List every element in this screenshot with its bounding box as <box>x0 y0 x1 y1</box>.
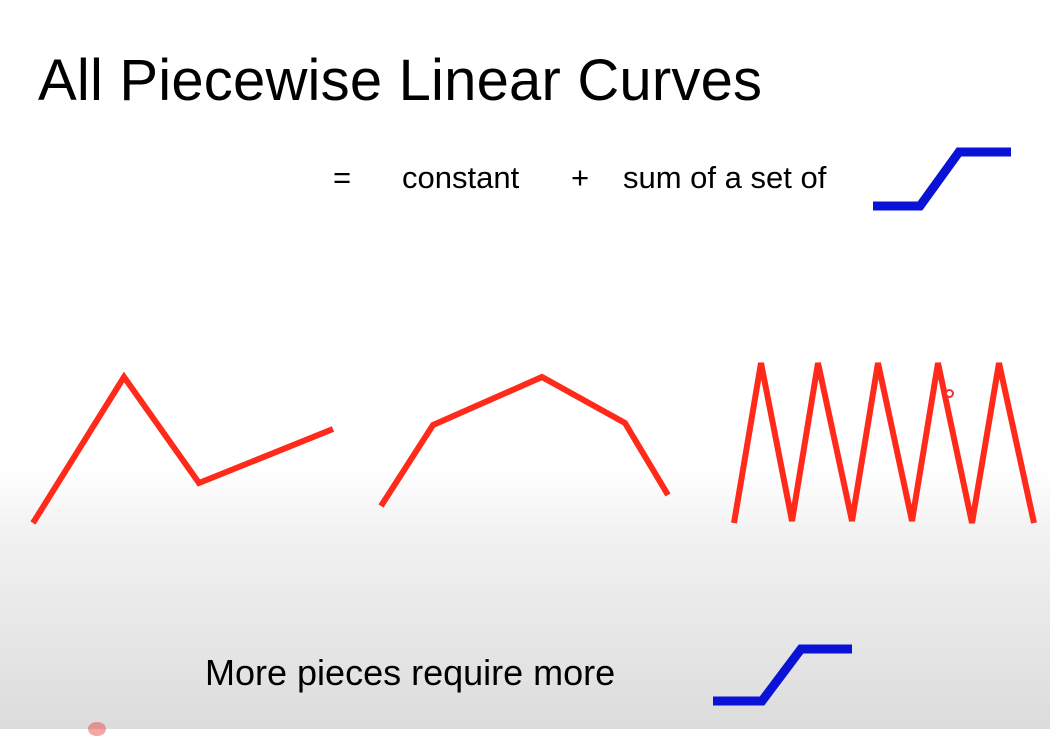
bottom-caption: More pieces require more <box>205 652 616 693</box>
piecewise-curve-2 <box>378 373 671 508</box>
slide-title: All Piecewise Linear Curves <box>38 48 763 113</box>
equation-constant: constant <box>402 160 520 195</box>
corner-marker <box>88 722 106 736</box>
piecewise-curve-3-zigzag <box>731 362 1037 524</box>
equation-sum-of-a-set-of: sum of a set of <box>623 160 827 195</box>
hard-sigmoid-step-icon-bottom <box>713 644 852 706</box>
hard-sigmoid-step-icon <box>873 147 1011 211</box>
piecewise-curve-1 <box>30 371 335 525</box>
pointer-cursor-icon <box>945 389 954 398</box>
equation-equals: = <box>333 160 352 195</box>
equation-plus: + <box>571 160 590 195</box>
